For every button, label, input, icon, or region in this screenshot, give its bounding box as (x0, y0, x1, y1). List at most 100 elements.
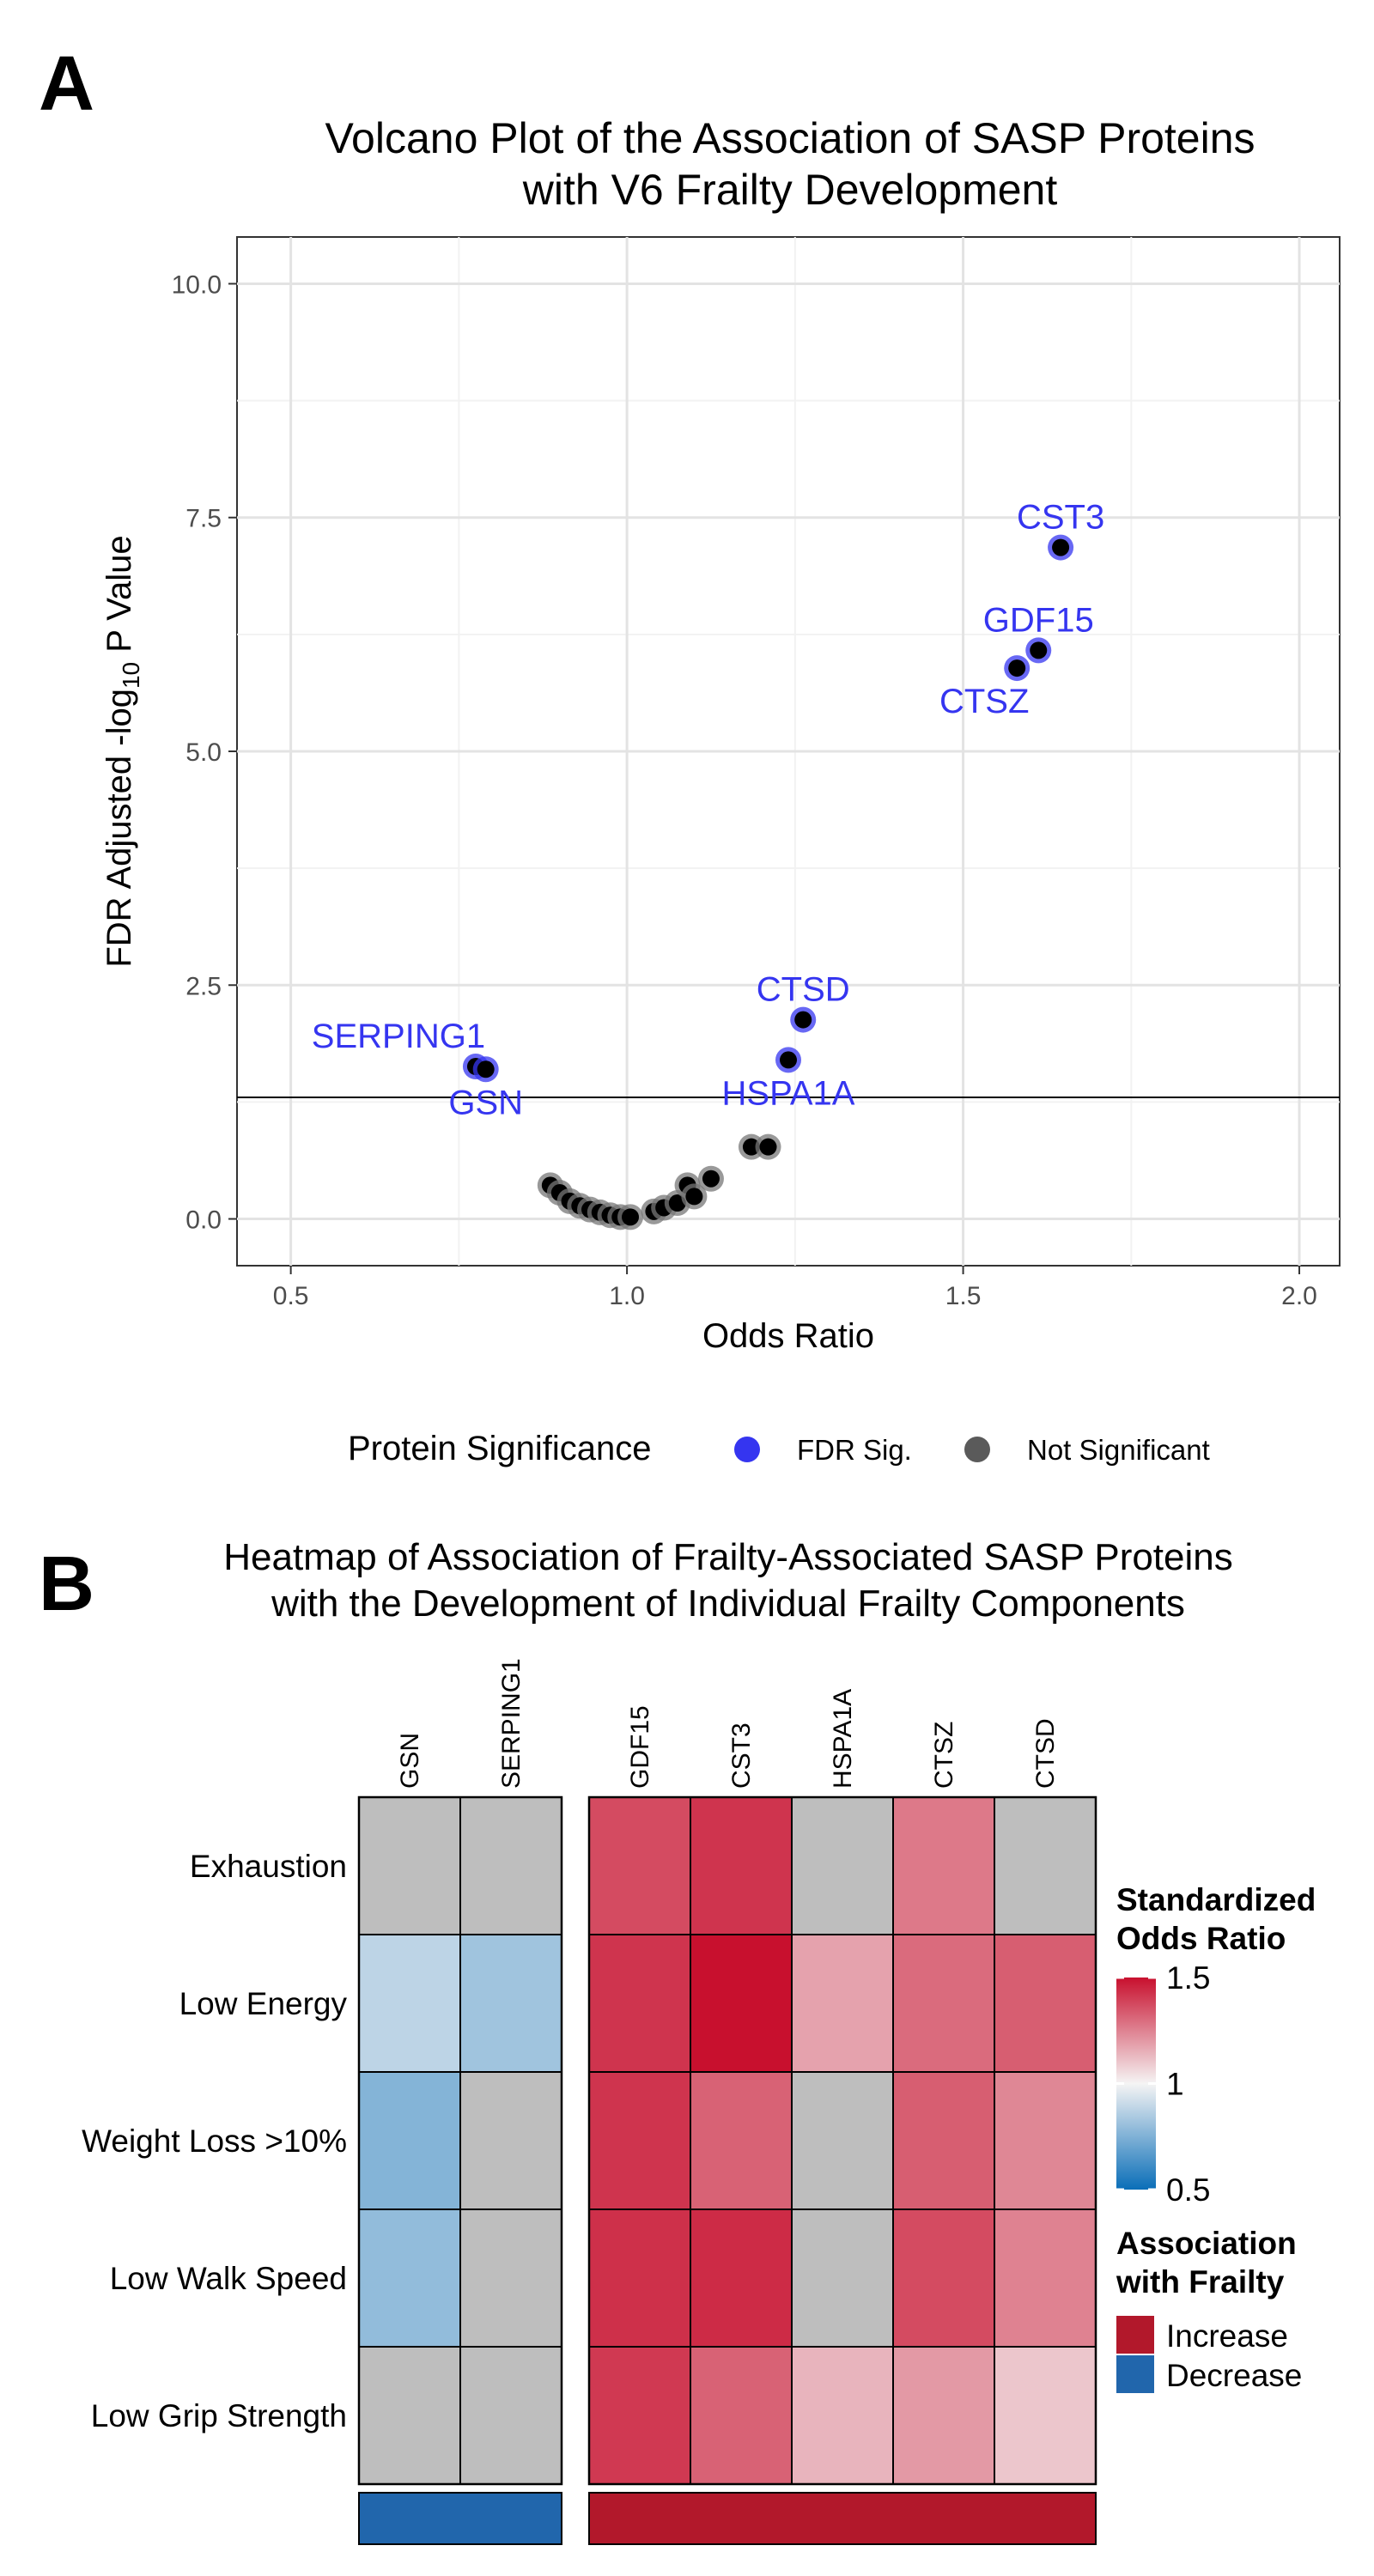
legend-fdr-sig-label: FDR Sig. (797, 1434, 912, 1466)
column-label-ctsd: CTSD (1031, 1718, 1060, 1789)
colorbar-tick-label: 1 (1166, 2067, 1184, 2102)
heatmap-group-border-decrease (357, 1795, 563, 2486)
cell-low-grip-strength-ctsz (892, 2346, 995, 2485)
volcano-axes: 0.5 1.0 1.5 2.0 0.0 2.5 5.0 7.5 10.0 (172, 270, 1317, 1310)
volcano-legend: Protein Significance FDR Sig. Not Signif… (348, 1430, 1210, 1467)
cell-low-grip-strength-gsn (358, 2346, 461, 2485)
heatmap-title-line2: with the Development of Individual Frail… (271, 1583, 1185, 1625)
cell-low-energy-ctsd (994, 1934, 1097, 2073)
column-label-cst3: CST3 (727, 1722, 756, 1789)
colorbar-tick-label: 1.5 (1166, 1960, 1210, 1996)
y-tick-label: 7.5 (185, 505, 222, 533)
cell-low-walk-speed-ctsd (994, 2208, 1097, 2348)
volcano-point-labels: CST3 GDF15 CTSZ CTSD HSPA1A SERPING1 GSN (312, 499, 1104, 1122)
odds-ratio-colorbar-legend: Standardized Odds Ratio 1.5 1 0.5 (1116, 1882, 1316, 2208)
volcano-y-axis-label: FDR Adjusted -log10 P Value (100, 535, 144, 967)
point-ctsd (794, 1011, 812, 1029)
column-label-gdf15: GDF15 (626, 1705, 654, 1789)
colorbar-tick-label: 0.5 (1166, 2172, 1210, 2208)
label-serping1: SERPING1 (312, 1018, 485, 1055)
cell-low-walk-speed-serping1 (459, 2208, 562, 2348)
heatmap-panel: B Heatmap of Association of Frailty-Asso… (39, 1536, 1316, 2545)
colorbar-title-line2: Odds Ratio (1116, 1921, 1286, 1956)
cell-low-grip-strength-hspa1a (791, 2346, 894, 2485)
legend-decrease-label: Decrease (1166, 2358, 1302, 2393)
point-not-significant (702, 1170, 720, 1188)
y-label-suffix: P Value (100, 535, 138, 662)
cell-low-walk-speed-cst3 (690, 2208, 793, 2348)
point-not-significant (742, 1138, 760, 1156)
label-gsn: GSN (448, 1084, 523, 1121)
cell-exhaustion-serping1 (459, 1796, 562, 1935)
label-hspa1a: HSPA1A (722, 1074, 855, 1112)
cell-weight-loss-10-serping1 (459, 2071, 562, 2210)
label-cst3: CST3 (1017, 499, 1104, 537)
cell-low-energy-cst3 (690, 1934, 793, 2073)
colorbar-title-line1: Standardized (1116, 1882, 1316, 1917)
association-legend-title-line2: with Frailty (1116, 2264, 1285, 2300)
cell-exhaustion-hspa1a (791, 1796, 894, 1935)
row-label-weight-loss-10: Weight Loss >10% (82, 2123, 347, 2159)
cell-weight-loss-10-ctsd (994, 2071, 1097, 2210)
column-label-hspa1a: HSPA1A (829, 1689, 857, 1789)
cell-low-energy-gdf15 (588, 1934, 691, 2073)
heatmap-group-annotation (358, 2492, 1097, 2545)
association-legend-title-line1: Association (1116, 2226, 1297, 2261)
cell-exhaustion-ctsz (892, 1796, 995, 1935)
legend-not-significant-symbol (964, 1437, 990, 1462)
column-label-gsn: GSN (396, 1733, 424, 1789)
label-gdf15: GDF15 (983, 601, 1094, 639)
column-label-serping1: SERPING1 (497, 1658, 526, 1789)
row-label-low-walk-speed: Low Walk Speed (110, 2261, 347, 2296)
legend-fdr-sig-symbol (734, 1437, 760, 1462)
label-ctsd: CTSD (757, 971, 850, 1009)
cell-low-energy-serping1 (459, 1934, 562, 2073)
point-gsn (477, 1060, 495, 1078)
cell-weight-loss-10-ctsz (892, 2071, 995, 2210)
panel-a-label: A (39, 41, 94, 127)
heatmap-cells (357, 1795, 1097, 2486)
legend-not-significant-label: Not Significant (1027, 1434, 1210, 1466)
row-label-exhaustion: Exhaustion (190, 1849, 347, 1884)
group-annotation-increase (588, 2492, 1097, 2545)
point-ctsz (1008, 659, 1026, 677)
cell-low-grip-strength-gdf15 (588, 2346, 691, 2485)
cell-low-grip-strength-ctsd (994, 2346, 1097, 2485)
volcano-legend-title: Protein Significance (348, 1430, 652, 1467)
volcano-points (462, 534, 1074, 1230)
x-tick-label: 2.0 (1281, 1282, 1317, 1310)
legend-increase-swatch (1116, 2316, 1154, 2354)
cell-exhaustion-ctsd (994, 1796, 1097, 1935)
cell-exhaustion-gsn (358, 1796, 461, 1935)
cell-low-walk-speed-gdf15 (588, 2208, 691, 2348)
cell-low-energy-gsn (358, 1934, 461, 2073)
heatmap-group-border-increase (587, 1795, 1097, 2486)
association-legend: Association with Frailty Increase Decrea… (1116, 2226, 1302, 2393)
cell-low-grip-strength-serping1 (459, 2346, 562, 2485)
y-label-subscript: 10 (118, 662, 144, 689)
cell-low-energy-ctsz (892, 1934, 995, 2073)
cell-low-walk-speed-gsn (358, 2208, 461, 2348)
cell-low-grip-strength-cst3 (690, 2346, 793, 2485)
point-cst3 (1052, 538, 1070, 556)
cell-exhaustion-gdf15 (588, 1796, 691, 1935)
panel-b-label: B (39, 1541, 94, 1627)
x-tick-label: 0.5 (273, 1282, 309, 1310)
cell-weight-loss-10-gdf15 (588, 2071, 691, 2210)
heatmap-title-line1: Heatmap of Association of Frailty-Associ… (223, 1536, 1233, 1578)
volcano-title-line1: Volcano Plot of the Association of SASP … (325, 114, 1255, 162)
cell-weight-loss-10-gsn (358, 2071, 461, 2210)
cell-exhaustion-cst3 (690, 1796, 793, 1935)
point-not-significant (759, 1138, 777, 1156)
point-not-significant (685, 1188, 703, 1206)
row-label-low-energy: Low Energy (179, 1986, 348, 2021)
cell-low-walk-speed-ctsz (892, 2208, 995, 2348)
heatmap-row-labels: Exhaustion Low Energy Weight Loss >10% Low … (82, 1849, 347, 2433)
column-label-ctsz: CTSZ (930, 1722, 958, 1789)
y-tick-label: 0.0 (185, 1206, 222, 1235)
label-ctsz: CTSZ (939, 683, 1029, 720)
volcano-plot-panel: A Volcano Plot of the Association of SAS… (39, 41, 1341, 1467)
volcano-x-axis-label: Odds Ratio (702, 1317, 874, 1355)
cell-low-walk-speed-hspa1a (791, 2208, 894, 2348)
